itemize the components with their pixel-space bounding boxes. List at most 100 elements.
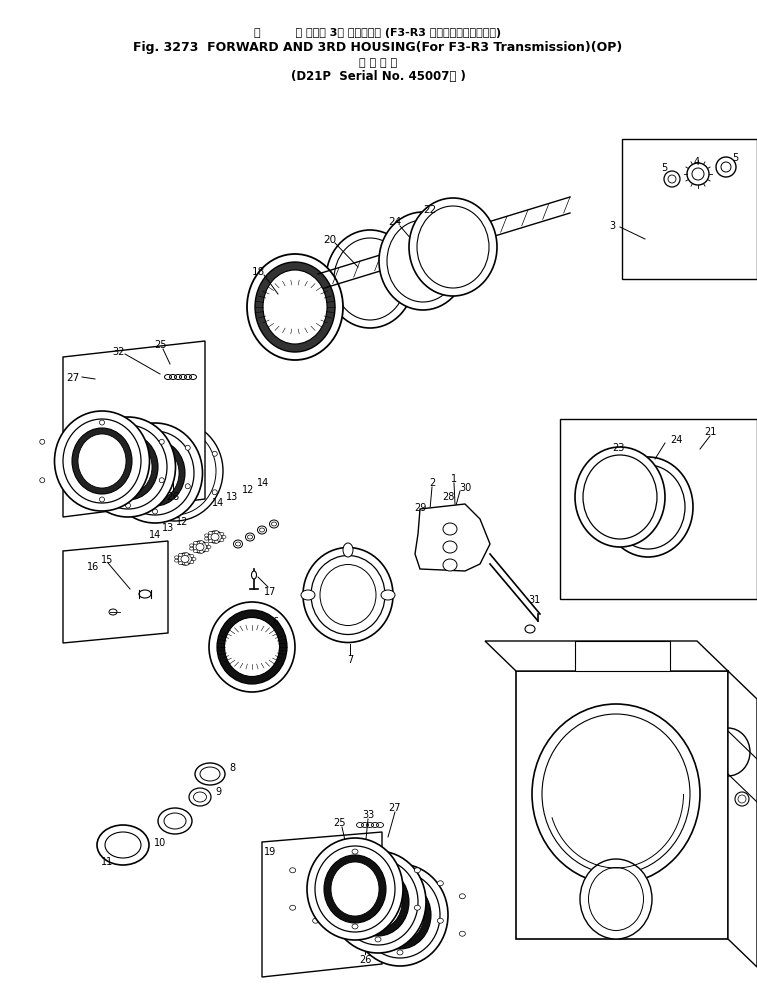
Ellipse shape [159,440,164,444]
Ellipse shape [438,919,444,924]
Ellipse shape [190,555,194,558]
Ellipse shape [588,868,643,931]
Text: 19: 19 [264,847,276,857]
Text: 16: 16 [87,562,99,572]
Ellipse shape [72,428,132,494]
Ellipse shape [217,611,287,684]
Ellipse shape [185,484,190,489]
Ellipse shape [257,527,266,535]
Text: 11: 11 [101,857,113,867]
Ellipse shape [417,207,489,289]
Text: 5: 5 [661,162,667,173]
Polygon shape [63,542,168,643]
Text: 12: 12 [241,484,254,494]
Ellipse shape [185,554,188,557]
Ellipse shape [107,423,203,524]
Ellipse shape [127,421,223,522]
Text: 31: 31 [528,595,540,605]
Ellipse shape [181,556,189,563]
Text: 3: 3 [609,221,615,231]
Ellipse shape [98,434,158,500]
Ellipse shape [307,839,403,940]
Ellipse shape [443,524,457,536]
Ellipse shape [211,534,219,541]
Ellipse shape [263,271,327,345]
Ellipse shape [185,563,188,566]
Ellipse shape [204,538,208,541]
Ellipse shape [204,535,208,538]
Ellipse shape [360,873,440,958]
Ellipse shape [352,865,448,966]
Ellipse shape [235,543,241,547]
Ellipse shape [352,850,358,855]
Ellipse shape [245,534,254,542]
Ellipse shape [301,591,315,601]
Ellipse shape [692,169,704,181]
Ellipse shape [414,906,420,911]
Text: 5: 5 [732,152,738,162]
Ellipse shape [721,162,731,173]
Text: 24: 24 [388,217,402,227]
Ellipse shape [208,532,213,535]
Ellipse shape [207,546,211,549]
Text: 14: 14 [149,530,161,540]
Ellipse shape [164,813,186,829]
Ellipse shape [158,808,192,834]
Ellipse shape [185,445,190,450]
Text: 24: 24 [670,434,682,444]
Text: 13: 13 [162,523,174,533]
Ellipse shape [139,591,151,599]
Ellipse shape [381,591,395,601]
Ellipse shape [134,427,216,516]
Ellipse shape [525,626,535,633]
Ellipse shape [343,544,353,558]
Ellipse shape [338,860,418,945]
Ellipse shape [66,445,70,450]
Ellipse shape [335,894,341,899]
Ellipse shape [583,455,657,540]
Text: 前         速 および 3速 ハウジング (F3-R3 トランスミッション用): 前 速 および 3速 ハウジング (F3-R3 トランスミッション用) [254,28,502,38]
Ellipse shape [159,478,164,483]
Ellipse shape [438,881,444,886]
Text: 27: 27 [389,802,401,812]
Ellipse shape [200,551,204,554]
Text: 7: 7 [347,654,353,664]
Ellipse shape [334,239,406,321]
Ellipse shape [220,533,224,536]
Ellipse shape [320,565,376,626]
Ellipse shape [66,484,70,489]
Ellipse shape [78,434,126,488]
Ellipse shape [375,937,381,942]
Text: 15: 15 [101,555,114,565]
Ellipse shape [251,572,257,580]
Ellipse shape [126,426,130,431]
Ellipse shape [335,932,341,936]
Text: 8: 8 [229,762,235,772]
Ellipse shape [200,542,204,545]
Text: 22: 22 [423,205,437,215]
Ellipse shape [89,425,167,510]
Polygon shape [63,342,205,518]
Ellipse shape [214,532,219,535]
Ellipse shape [580,860,652,939]
Polygon shape [415,505,490,572]
Ellipse shape [397,876,403,881]
Ellipse shape [260,529,264,533]
Ellipse shape [443,560,457,572]
Ellipse shape [687,163,709,186]
Text: 4: 4 [694,156,700,166]
Ellipse shape [205,549,209,552]
Ellipse shape [459,932,466,936]
Ellipse shape [347,869,409,936]
Ellipse shape [208,541,213,543]
Ellipse shape [443,542,457,554]
Text: (D21P  Serial No. 45007～ ): (D21P Serial No. 45007～ ) [291,69,466,82]
Text: 25: 25 [334,817,346,827]
Ellipse shape [247,255,343,361]
Ellipse shape [664,172,680,188]
Ellipse shape [93,490,98,495]
Ellipse shape [313,881,319,886]
Text: 14: 14 [212,497,224,508]
Ellipse shape [324,856,386,923]
Ellipse shape [63,419,141,504]
